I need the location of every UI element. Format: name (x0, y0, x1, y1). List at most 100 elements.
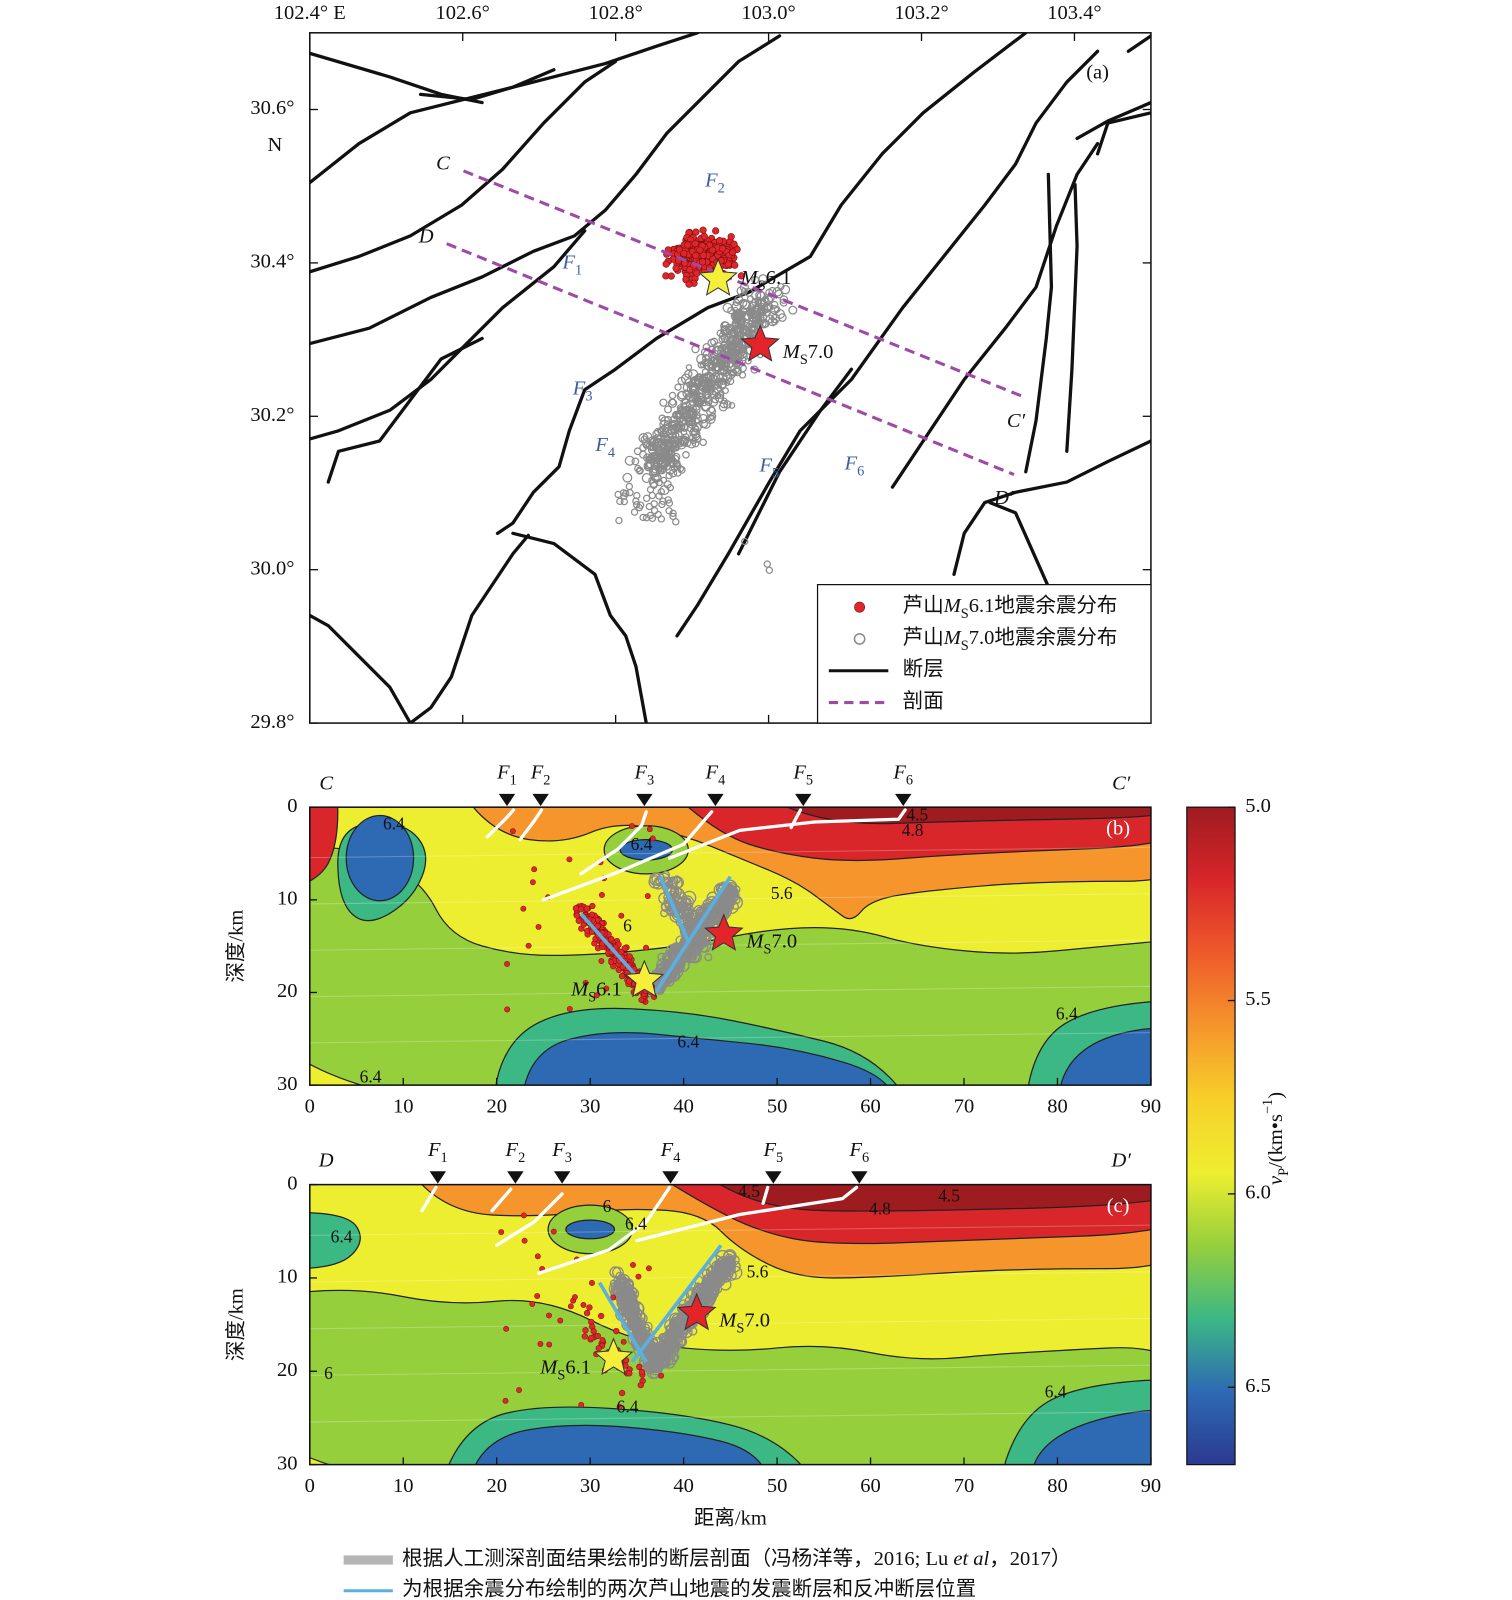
aftershock (704, 953, 713, 962)
footer-label-part: et al (953, 1548, 989, 1570)
x-tick-label: 80 (1047, 1095, 1068, 1117)
fault-station (851, 1171, 868, 1184)
fault-label-part: F (704, 169, 718, 191)
mainshock-label: MS7.0 (718, 1309, 770, 1337)
fault-label-part: F (572, 377, 586, 399)
aftershock (670, 885, 682, 898)
fault-station (429, 1171, 447, 1184)
profile-line (462, 169, 1027, 400)
fault-label-part: F (660, 1138, 674, 1160)
aftershock (757, 305, 766, 314)
aftershock (618, 1278, 627, 1287)
profile-line (446, 242, 1015, 477)
legend-label: 剖面 (903, 689, 944, 712)
aftershock (712, 227, 720, 235)
mainshock-label-part: M (570, 978, 590, 1000)
fault-label: F2 (704, 169, 725, 197)
section-frame (309, 1183, 1152, 1466)
section-frame (309, 806, 1152, 1086)
aftershock (546, 1312, 552, 1319)
aftershock (718, 402, 728, 412)
contour-label: 4.5 (938, 1186, 960, 1206)
aftershock (674, 430, 683, 439)
fault-trace (309, 59, 618, 274)
aftershock (521, 1237, 528, 1244)
fault-label: F4 (594, 434, 615, 462)
aftershock (619, 489, 628, 497)
section-start-label: C (319, 772, 333, 794)
aftershock (691, 424, 699, 433)
mainshock-label-part: 7.0 (771, 930, 797, 952)
fault-label: F5 (758, 454, 779, 482)
aftershock (632, 497, 640, 505)
fault-trace (418, 68, 556, 102)
aftershock (699, 226, 707, 234)
aftershock (758, 274, 768, 284)
mainshock-label-part: S (588, 990, 596, 1006)
y-tick-label: 30 (277, 1073, 298, 1095)
x-tick-label: 90 (1141, 1475, 1162, 1497)
aftershock (573, 912, 581, 919)
fault-trace (495, 32, 1028, 535)
aftershock (669, 509, 677, 518)
aftershock (668, 1333, 678, 1343)
fault-station (707, 793, 724, 807)
aftershock (780, 284, 791, 295)
aftershock (727, 306, 735, 315)
aftershock (608, 959, 615, 966)
aftershock (618, 912, 625, 919)
aftershock (572, 1294, 578, 1300)
fault-label-part: 4 (673, 1150, 680, 1166)
aftershock (628, 1304, 638, 1314)
mainshock-label-part: 6.1 (766, 267, 792, 289)
aftershock (653, 459, 661, 467)
fault-label-part: F (594, 434, 608, 456)
profile-end-label: D′ (993, 487, 1014, 509)
aftershock (677, 942, 693, 958)
contour-texture (309, 1317, 1151, 1330)
fault-label-part: 4 (718, 773, 725, 789)
mainshock-label-part: 6.1 (596, 978, 622, 1000)
aftershock (599, 1337, 606, 1344)
fault-trace (952, 439, 1151, 576)
aftershock (729, 334, 740, 345)
section-end-label: C′ (1112, 772, 1131, 794)
aftershock (590, 1328, 597, 1335)
fault-station (895, 793, 912, 807)
legend-label-part: 6.1地震余震分布 (969, 594, 1118, 617)
aftershock (656, 1343, 670, 1357)
legend-marker (853, 633, 866, 645)
aftershock (666, 483, 674, 492)
contour-texture (309, 1364, 1151, 1376)
fault-trace (1075, 100, 1151, 141)
aftershock (682, 389, 691, 398)
aftershock (677, 390, 687, 400)
mainshock-label-part: 7.0 (808, 341, 834, 363)
aftershock (624, 455, 635, 466)
y-axis-label: 深度/km (225, 1288, 248, 1361)
contour-label: 6 (603, 1196, 612, 1216)
lat-unit: N (268, 134, 283, 156)
aftershock (629, 823, 635, 829)
aftershock (738, 351, 748, 362)
mainshock-star (740, 324, 780, 362)
aftershock (610, 1282, 624, 1296)
contour-label: 6 (324, 1363, 333, 1383)
aftershock (516, 1387, 522, 1393)
fault-label-part: F (762, 1138, 776, 1160)
aftershock (504, 960, 510, 967)
aftershock (616, 497, 624, 506)
aftershock (578, 1402, 585, 1408)
aftershock (630, 1262, 636, 1268)
aftershock (599, 892, 605, 898)
aftershock (645, 1265, 652, 1272)
aftershock (550, 1228, 557, 1235)
aftershock (534, 1253, 541, 1260)
aftershock (713, 908, 725, 919)
fault-label-part: 6 (906, 773, 913, 789)
contour-label: 6.4 (631, 834, 653, 854)
colorbar-label-part: ) (1265, 1092, 1287, 1099)
x-axis-label: 距离/km (694, 1507, 767, 1530)
aftershock (700, 232, 708, 241)
